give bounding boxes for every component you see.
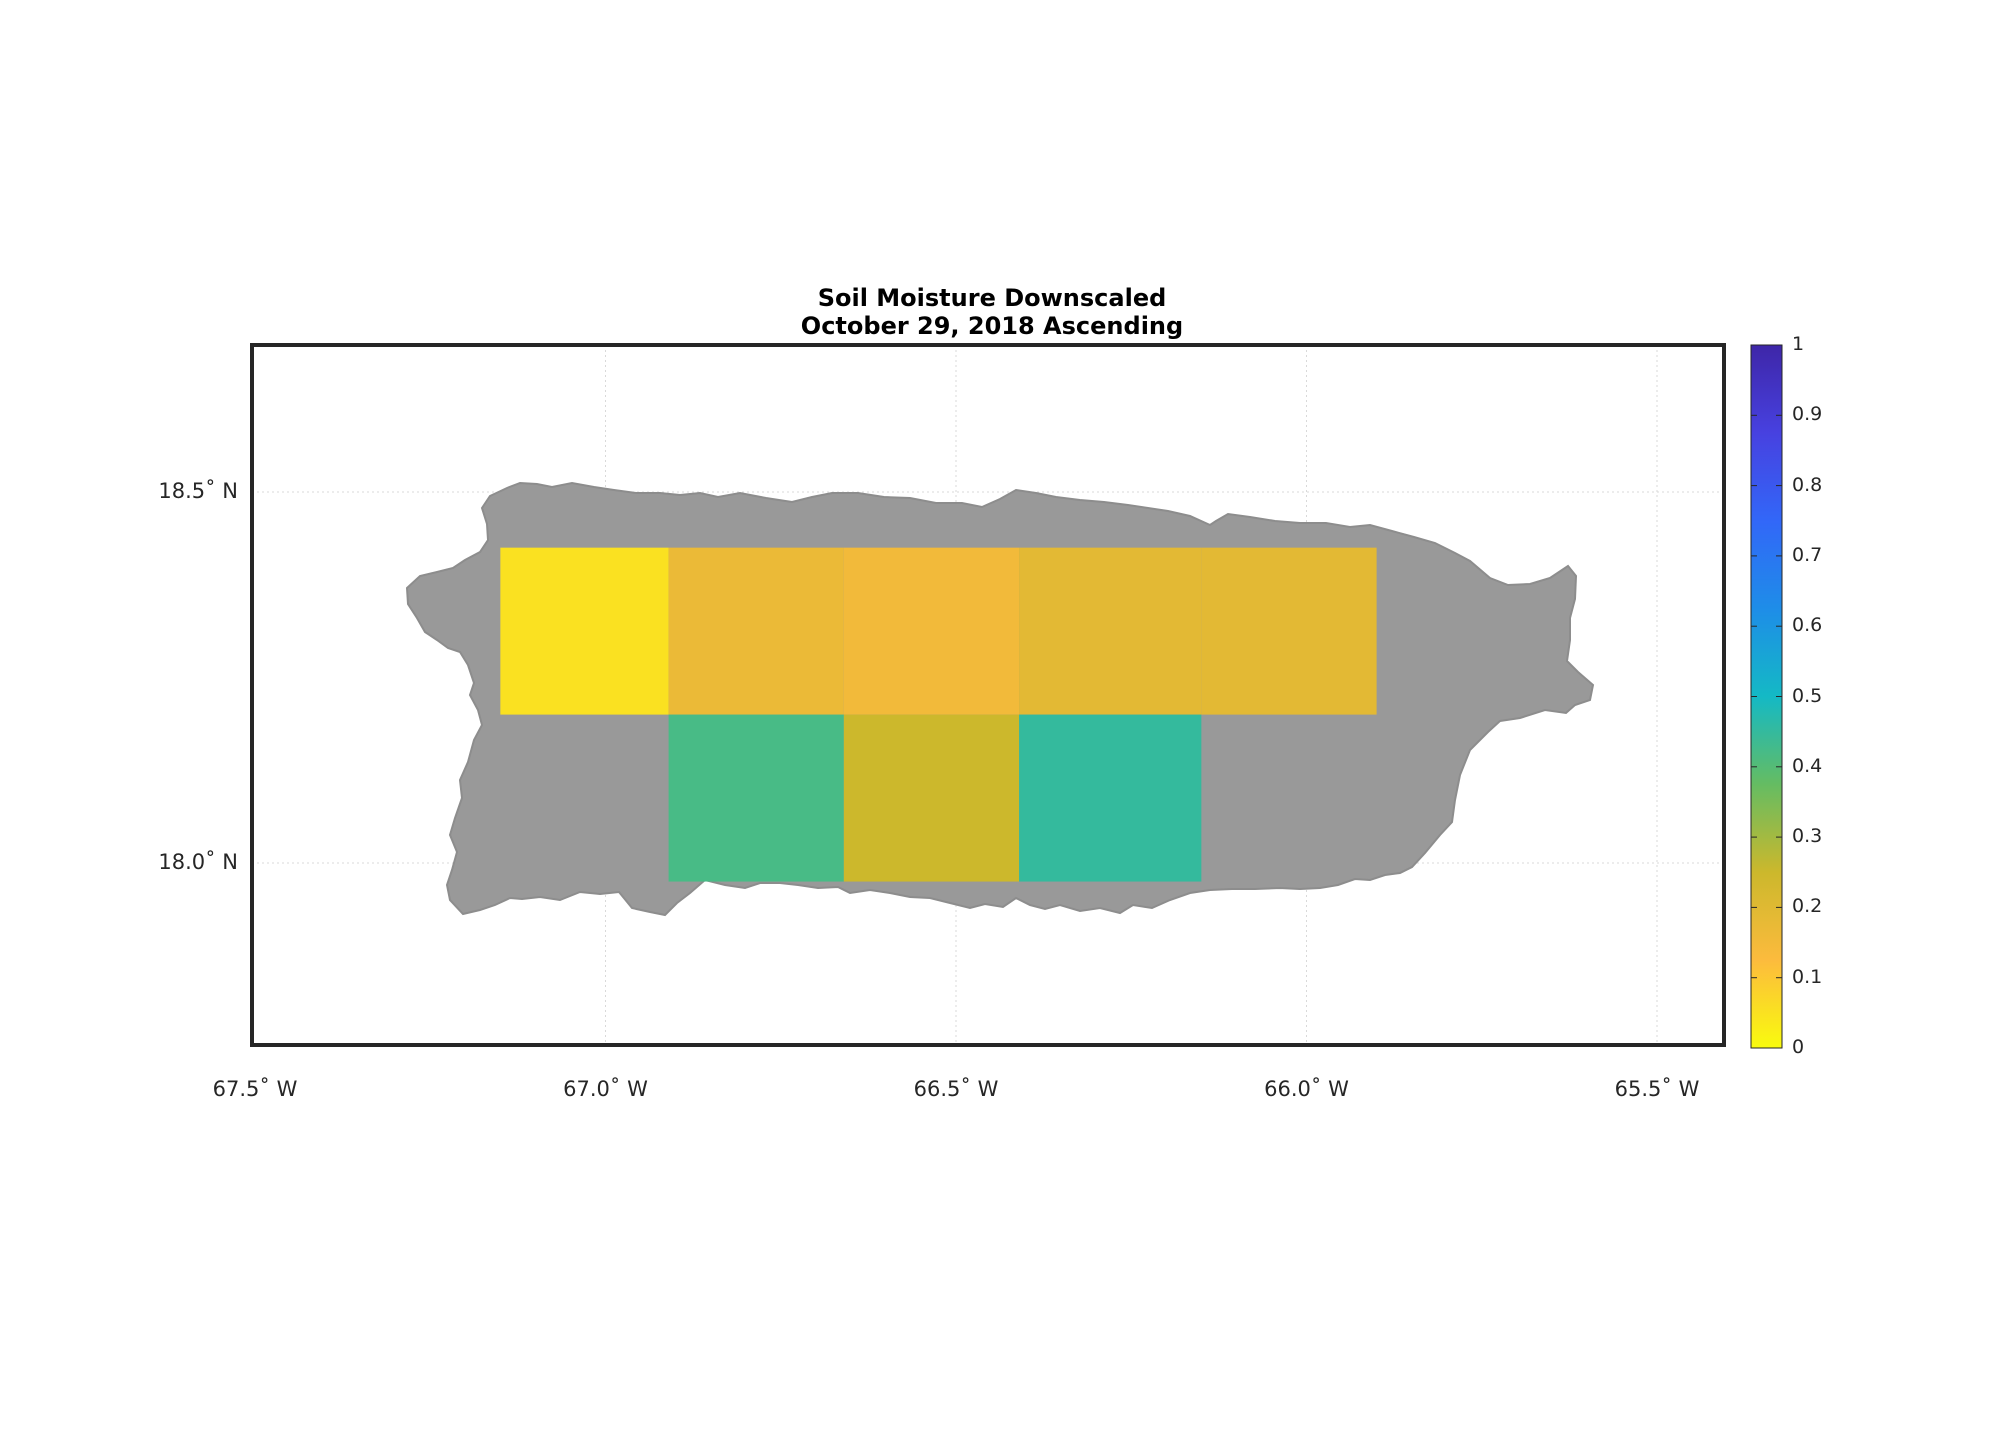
colorbar-tick-label: 0.8	[1792, 473, 1823, 496]
soil-moisture-tiles	[500, 547, 1377, 882]
y-tick-label: 18.0˚ N	[158, 850, 238, 874]
moisture-tile	[1019, 714, 1202, 882]
colorbar-tick-label: 0.6	[1792, 614, 1823, 637]
colorbar-tick-label: 1	[1792, 333, 1805, 355]
colorbar-tick-label: 0.3	[1792, 825, 1823, 848]
moisture-tile	[843, 547, 1020, 715]
map-subtitle: October 29, 2018 Ascending	[800, 312, 1184, 340]
colorbar-tick-label: 0.2	[1792, 895, 1823, 918]
map-title: Soil Moisture Downscaled	[817, 284, 1167, 312]
moisture-tile	[1201, 547, 1377, 715]
colorbar-tick-label: 0.4	[1792, 754, 1823, 777]
moisture-tile	[1019, 547, 1202, 715]
colorbar-tick-label: 0.9	[1792, 403, 1823, 426]
y-tick-label: 18.5˚ N	[158, 479, 238, 503]
x-tick-label: 65.5˚ W	[1614, 1077, 1700, 1101]
moisture-tile	[500, 547, 669, 715]
x-tick-label: 67.5˚ W	[212, 1077, 298, 1101]
colorbar-tick-label: 0.1	[1792, 965, 1823, 988]
moisture-tile	[668, 547, 844, 715]
x-tick-label: 66.5˚ W	[913, 1077, 999, 1101]
moisture-tile	[668, 714, 844, 882]
x-tick-label: 67.0˚ W	[563, 1077, 648, 1101]
colorbar-tick-label: 0	[1792, 1036, 1805, 1058]
moisture-tile	[843, 714, 1020, 882]
colorbar-ticks	[1751, 344, 1782, 1049]
colorbar-tick-label: 0.5	[1792, 684, 1823, 707]
map-axes-frame	[250, 343, 1726, 1047]
x-tick-label: 66.0˚ W	[1264, 1077, 1349, 1101]
colorbar-tick-label: 0.7	[1792, 543, 1823, 566]
